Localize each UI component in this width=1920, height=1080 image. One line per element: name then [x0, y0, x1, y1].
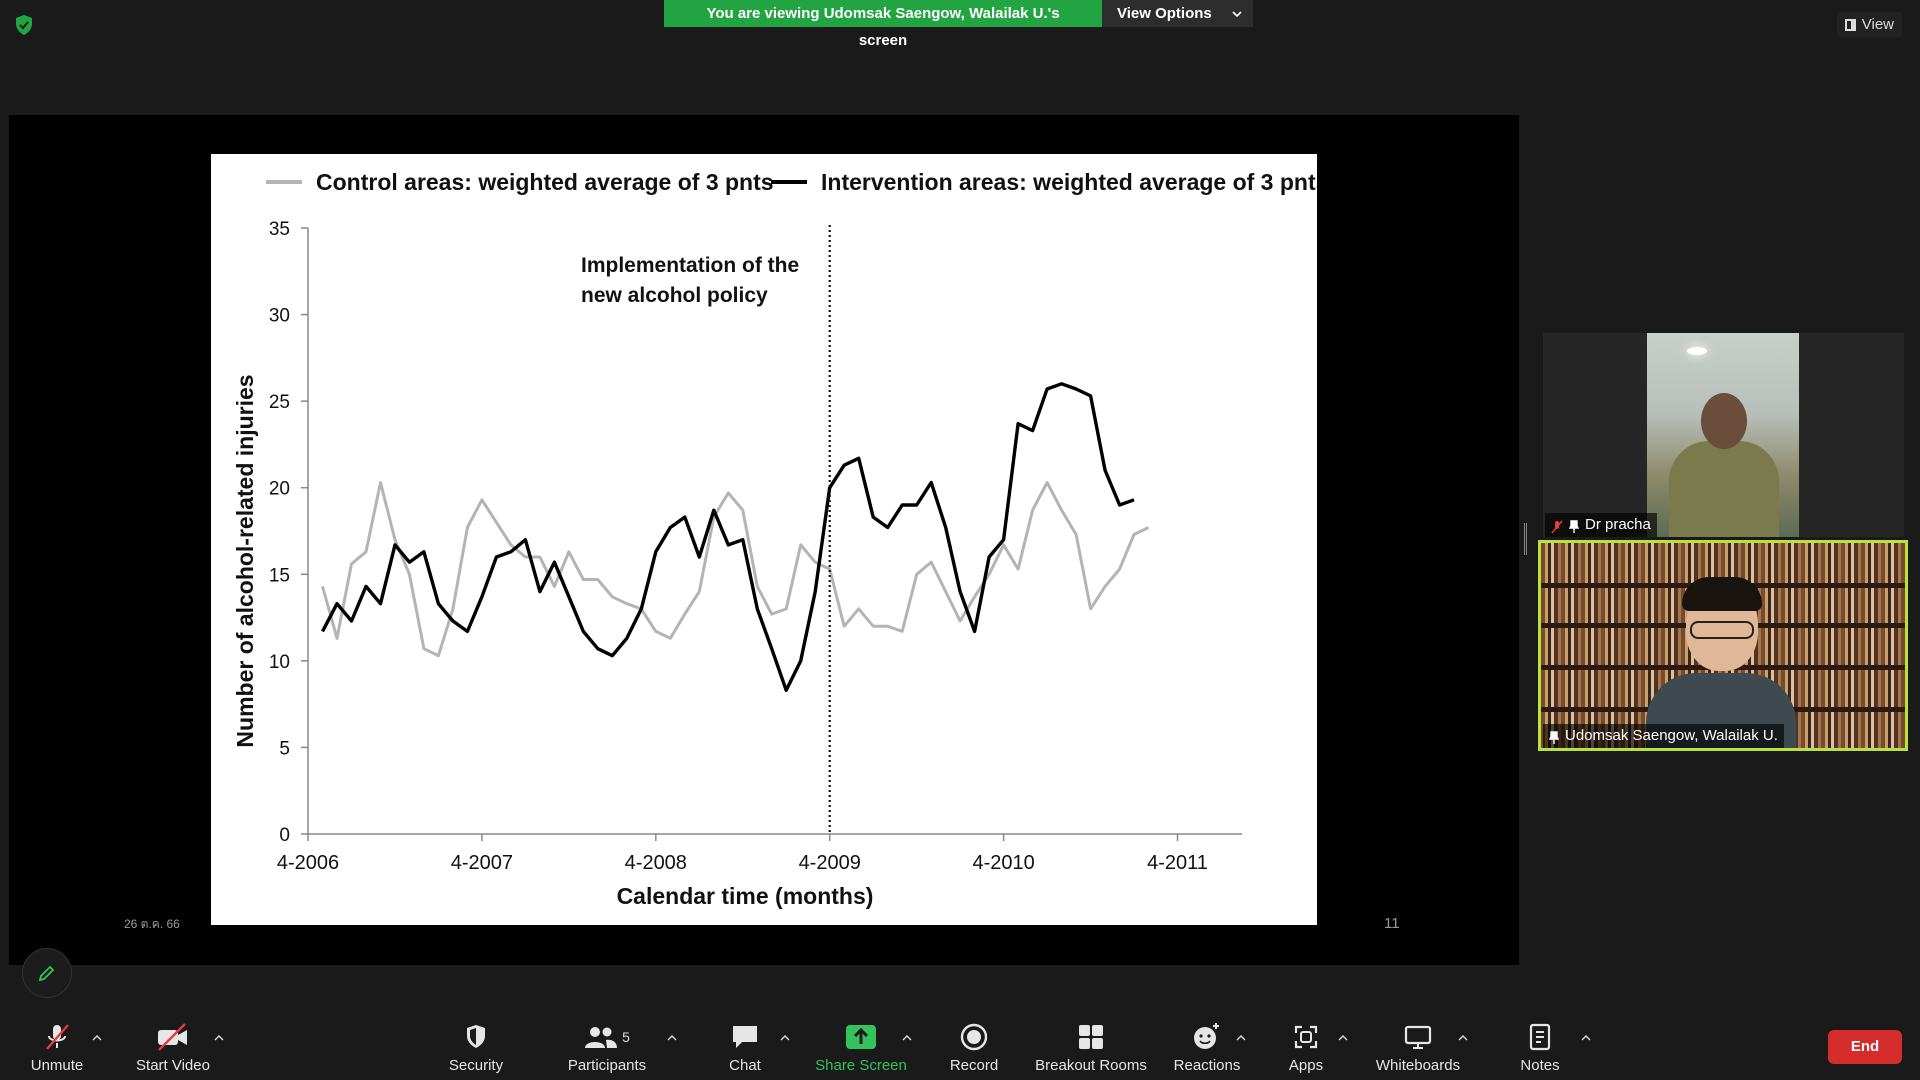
annotation-text-1: new alcohol policy [581, 284, 768, 307]
x-tick-label: 4-2009 [799, 852, 861, 874]
y-tick-label: 20 [269, 479, 290, 500]
encryption-shield-icon[interactable] [14, 14, 34, 36]
participant-name: Dr pracha [1585, 516, 1651, 533]
participants-icon: 5 [584, 1022, 630, 1052]
breakout-rooms-button[interactable]: Breakout Rooms [1031, 1022, 1151, 1074]
y-axis-title: Number of alcohol-related injuries [232, 374, 258, 747]
participants-label: Participants [567, 1057, 647, 1074]
meeting-toolbar: Unmute Start Video Security 5 Participan… [0, 1008, 1920, 1080]
x-tick-label: 4-2007 [451, 852, 513, 874]
pencil-icon [38, 965, 55, 982]
participant-name-tag: Udomsak Saengow, Walailak U. [1543, 724, 1784, 748]
security-button[interactable]: Security [416, 1022, 536, 1074]
panel-resize-handle[interactable] [1524, 523, 1527, 555]
video-off-icon [156, 1022, 190, 1052]
y-tick-label: 0 [279, 825, 290, 846]
whiteboards-label: Whiteboards [1375, 1057, 1461, 1074]
slide-page-number: 11 [1384, 915, 1400, 932]
view-label: View [1861, 16, 1894, 33]
security-label: Security [448, 1057, 504, 1074]
chat-button[interactable]: Chat [685, 1022, 805, 1074]
y-tick-label: 15 [269, 565, 290, 586]
muted-mic-icon [42, 1022, 72, 1052]
y-tick-label: 35 [269, 219, 290, 240]
breakout-rooms-icon [1077, 1022, 1105, 1052]
chevron-down-icon [1232, 0, 1242, 27]
view-options-label: View Options [1117, 5, 1212, 22]
audio-options-caret[interactable] [92, 1030, 102, 1041]
reactions-button[interactable]: Reactions [1147, 1022, 1267, 1074]
smiley-icon [1192, 1022, 1222, 1052]
pin-icon [1548, 729, 1560, 744]
viewing-screen-message: You are viewing Udomsak Saengow, Walaila… [664, 0, 1102, 49]
participant-name-tag: Dr pracha [1545, 513, 1657, 537]
slide-date: 26 ต.ค. 66 [124, 917, 180, 931]
x-tick-label: 4-2011 [1147, 852, 1208, 874]
notes-icon [1528, 1022, 1552, 1052]
injury-line-chart: Control areas: weighted average of 3 pnt… [232, 169, 1317, 909]
share-screen-icon [845, 1022, 877, 1052]
y-tick-label: 30 [269, 306, 290, 327]
y-tick-label: 5 [279, 738, 290, 759]
start-video-button[interactable]: Start Video [113, 1022, 233, 1074]
participants-options-caret[interactable] [667, 1030, 677, 1041]
x-tick-label: 4-2010 [972, 852, 1034, 874]
notes-label: Notes [1520, 1057, 1560, 1074]
chat-label: Chat [729, 1057, 761, 1074]
view-layout-button[interactable]: View [1836, 12, 1902, 38]
chat-bubble-icon [730, 1022, 760, 1052]
apps-label: Apps [1288, 1057, 1324, 1074]
share-options-caret[interactable] [902, 1030, 912, 1041]
participants-count-badge: 5 [622, 1029, 630, 1045]
presentation-slide: Control areas: weighted average of 3 pnt… [211, 154, 1317, 925]
pin-icon [1568, 518, 1580, 533]
y-tick-label: 10 [269, 652, 290, 673]
video-tile-dr-pracha[interactable]: Dr pracha [1543, 333, 1904, 537]
apps-icon [1292, 1022, 1320, 1052]
shield-icon [464, 1022, 488, 1052]
view-options-button[interactable]: View Options [1102, 0, 1253, 27]
apps-button[interactable]: Apps [1246, 1022, 1366, 1074]
breakout-rooms-label: Breakout Rooms [1035, 1057, 1147, 1074]
series-line-1 [320, 382, 1135, 692]
layout-icon [1844, 19, 1856, 31]
participants-button[interactable]: 5 Participants [547, 1022, 667, 1074]
notes-options-caret[interactable] [1581, 1030, 1591, 1041]
legend-label-1: Intervention areas: weighted average of … [821, 169, 1317, 195]
record-icon [960, 1022, 988, 1052]
unmute-label: Unmute [30, 1057, 84, 1074]
legend-label-0: Control areas: weighted average of 3 pnt… [316, 169, 774, 195]
participant-name: Udomsak Saengow, Walailak U. [1565, 727, 1778, 744]
whiteboard-icon [1403, 1022, 1433, 1052]
screen-share-banner: You are viewing Udomsak Saengow, Walaila… [664, 0, 1253, 49]
x-tick-label: 4-2006 [277, 852, 339, 874]
x-axis-title: Calendar time (months) [617, 883, 874, 909]
series-line-0 [321, 481, 1150, 658]
chat-options-caret[interactable] [780, 1030, 790, 1041]
video-options-caret[interactable] [214, 1030, 224, 1041]
unmute-button[interactable]: Unmute [0, 1022, 117, 1074]
annotate-button[interactable] [22, 948, 72, 998]
reactions-label: Reactions [1173, 1057, 1241, 1074]
video-tile-udomsak-saengow[interactable]: Udomsak Saengow, Walailak U. [1538, 540, 1908, 751]
start-video-label: Start Video [136, 1057, 210, 1074]
end-meeting-button[interactable]: End [1828, 1030, 1902, 1064]
shared-screen: Control areas: weighted average of 3 pnt… [9, 115, 1519, 965]
participant-video [1647, 333, 1799, 537]
apps-options-caret[interactable] [1338, 1030, 1348, 1041]
annotation-text-0: Implementation of the [581, 254, 799, 277]
whiteboards-options-caret[interactable] [1458, 1030, 1468, 1041]
notes-button[interactable]: Notes [1480, 1022, 1600, 1074]
record-label: Record [949, 1057, 999, 1074]
y-tick-label: 25 [269, 392, 290, 413]
muted-mic-icon [1551, 518, 1563, 534]
whiteboards-button[interactable]: Whiteboards [1358, 1022, 1478, 1074]
share-screen-button[interactable]: Share Screen [801, 1022, 921, 1074]
x-tick-label: 4-2008 [625, 852, 687, 874]
reactions-options-caret[interactable] [1236, 1030, 1246, 1041]
share-screen-label: Share Screen [815, 1057, 907, 1074]
record-button[interactable]: Record [914, 1022, 1034, 1074]
